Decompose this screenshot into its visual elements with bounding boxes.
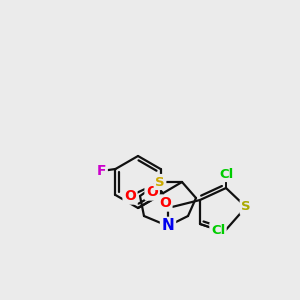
Text: Cl: Cl [219,167,233,181]
Text: O: O [159,196,171,210]
Text: S: S [241,200,251,214]
Text: O: O [146,185,158,199]
Text: O: O [124,189,136,203]
Text: Cl: Cl [211,224,225,236]
Text: F: F [97,164,106,178]
Text: N: N [162,218,174,233]
Text: S: S [155,176,165,188]
